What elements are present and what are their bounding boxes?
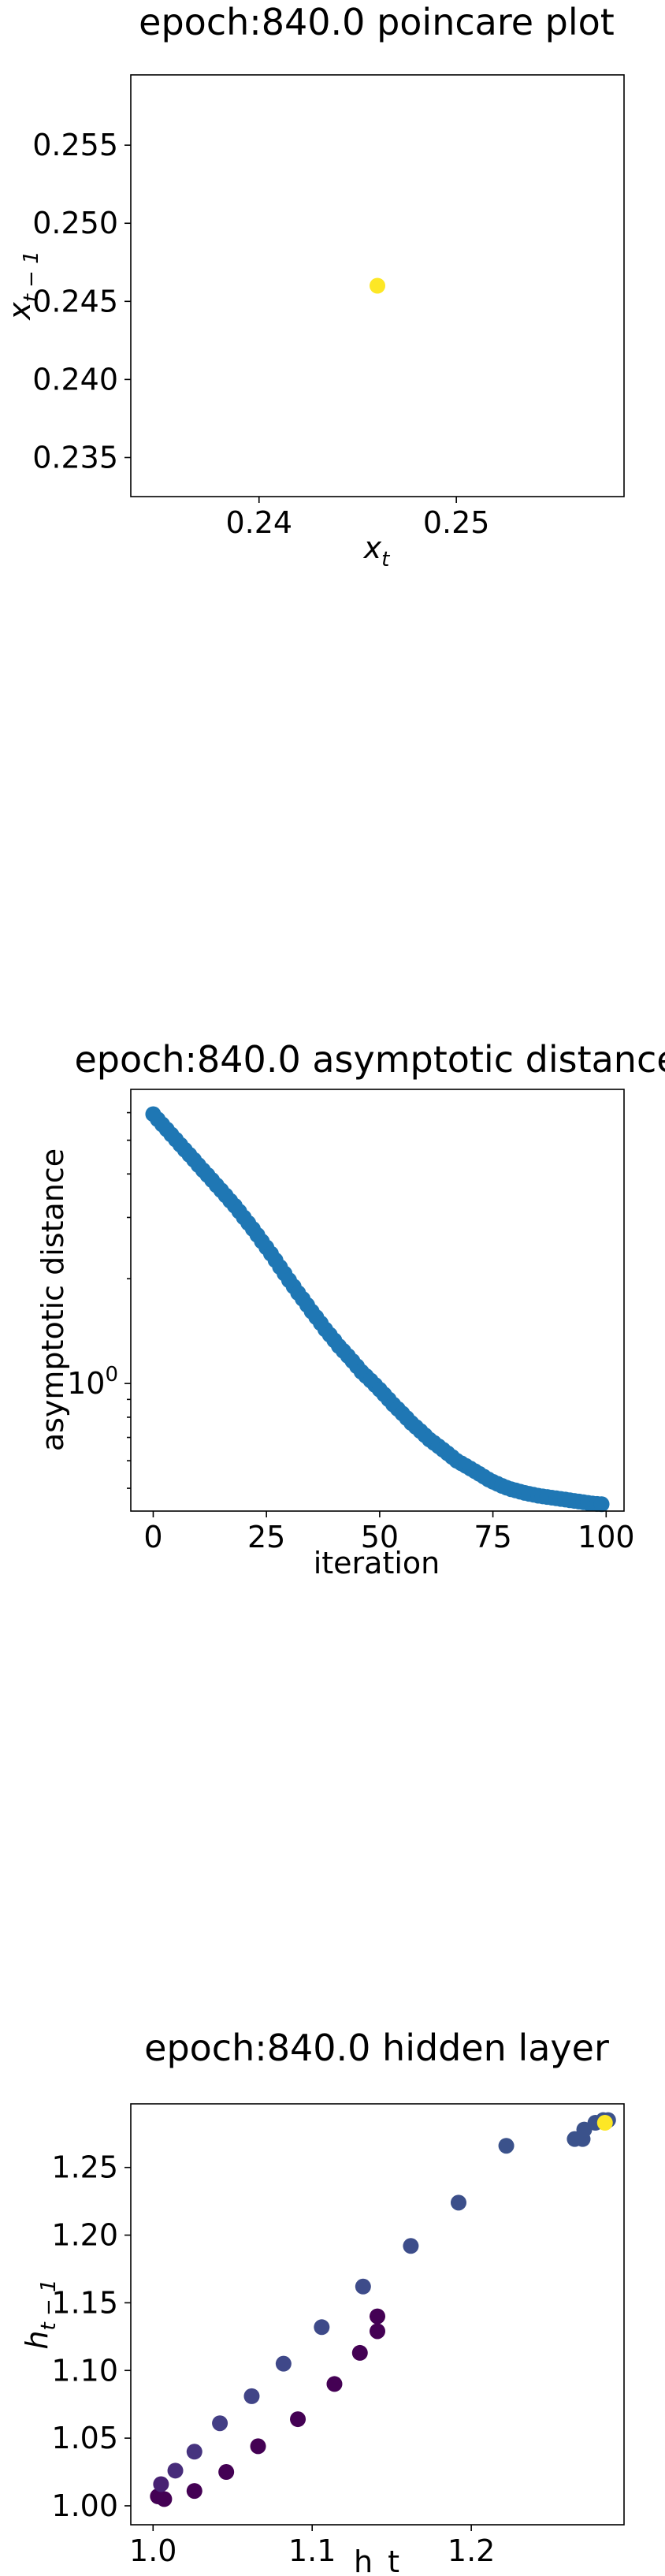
asymptotic-distance-chart: epoch:840.0 asymptotic distance 0 25 50 75 1… (0, 1040, 665, 1592)
scatter-point (370, 278, 385, 294)
scatter-point (355, 2279, 371, 2295)
scatter-point (156, 2491, 172, 2507)
scatter-point (370, 2309, 385, 2325)
scatter-point (403, 2238, 418, 2254)
x-tick-label: 1.1 (288, 2533, 336, 2568)
y-tick-label: 0.250 (32, 206, 118, 240)
scatter-point (290, 2411, 306, 2427)
plot-frame (131, 1089, 624, 1511)
scatter-point (243, 2388, 259, 2404)
scatter-point (251, 2438, 266, 2454)
scatter-point (276, 2356, 292, 2372)
y-tick-label: 0.235 (32, 440, 118, 475)
hidden-layer-chart: epoch:840.0 hidden layer 1.0 1.1 1.21.001.… (0, 2018, 665, 2576)
x-tick-label: 0.24 (225, 505, 292, 540)
x-tick-label: 1.0 (129, 2533, 176, 2568)
y-tick-label: 1.00 (51, 2489, 118, 2523)
data-marks (150, 2113, 615, 2507)
scatter-point (499, 2138, 515, 2153)
x-axis-label: iteration (314, 1546, 440, 1580)
y-axis-label: asymptotic distance (35, 1148, 70, 1451)
x-axis-label: xt (363, 530, 391, 571)
scatter-point (187, 2483, 202, 2499)
poincare-plot-chart: epoch:840.0 poincare plot 0.24 0.250.2350… (0, 0, 665, 599)
y-tick-label: 0.255 (32, 128, 118, 162)
chart-title: epoch:840.0 hidden layer (144, 2027, 609, 2069)
data-marks (145, 1106, 609, 1512)
scatter-point (352, 2345, 368, 2361)
scatter-point (187, 2444, 202, 2459)
y-tick-label: 0.245 (32, 284, 118, 318)
y-tick-label: 1.20 (51, 2218, 118, 2253)
x-tick-label: 0.25 (423, 505, 490, 540)
y-axis-label: ht − 1 (20, 2279, 61, 2349)
y-tick-label: 0.240 (32, 362, 118, 396)
scatter-point (326, 2376, 342, 2392)
x-tick-label: 75 (474, 1520, 511, 1554)
y-tick-label: 100 (67, 1363, 118, 1401)
scatter-point (153, 2476, 169, 2492)
x-tick-label: 100 (578, 1520, 635, 1554)
scatter-point (594, 1496, 610, 1512)
scatter-point (451, 2194, 466, 2210)
x-tick-label: 25 (247, 1520, 285, 1554)
y-tick-label: 1.10 (51, 2353, 118, 2388)
scatter-point (597, 2115, 613, 2131)
x-tick-label: 0 (143, 1520, 162, 1554)
chart-title: epoch:840.0 poincare plot (139, 1, 615, 43)
y-tick-label: 1.15 (51, 2285, 118, 2320)
data-marks (370, 278, 385, 294)
x-tick-label: 1.2 (448, 2533, 495, 2568)
y-tick-label: 1.05 (51, 2421, 118, 2455)
tick-layer: 1.0 1.1 1.2 1.00 1.05 1.10 1.15 1.20 1.25 (51, 2150, 495, 2568)
scatter-point (370, 2323, 385, 2339)
tick-layer: 0.24 0.25 0.235 0.240 0.245 0.250 0.255 (32, 128, 489, 540)
scatter-point (314, 2319, 329, 2335)
scatter-point (168, 2462, 184, 2478)
chart-title: epoch:840.0 asymptotic distance (74, 1038, 665, 1081)
x-axis-label: h_t (354, 2544, 399, 2576)
scatter-point (218, 2464, 234, 2480)
y-tick-label: 1.25 (51, 2150, 118, 2185)
scatter-point (212, 2415, 228, 2431)
